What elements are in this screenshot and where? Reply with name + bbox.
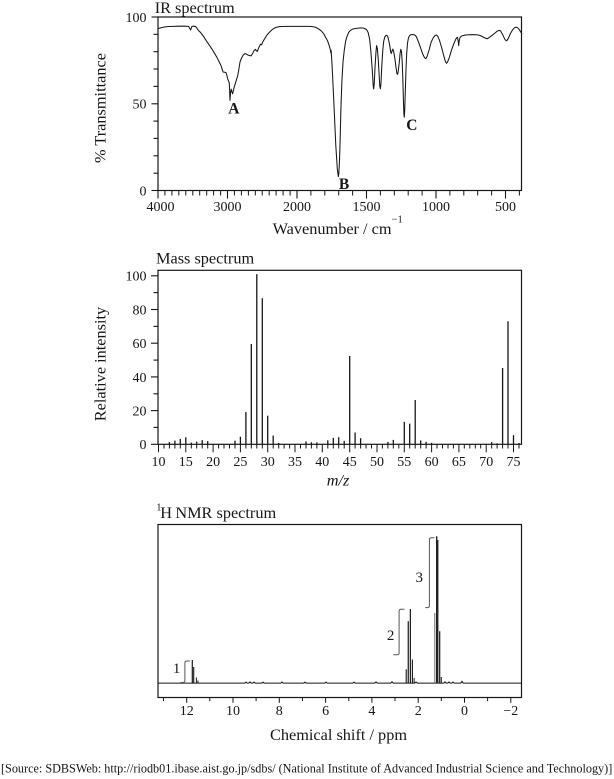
- svg-text:8: 8: [276, 704, 283, 719]
- svg-text:1: 1: [156, 503, 161, 514]
- svg-text:100: 100: [126, 11, 147, 26]
- svg-text:70: 70: [479, 455, 493, 470]
- svg-text:10: 10: [226, 704, 240, 719]
- svg-text:75: 75: [507, 455, 521, 470]
- svg-text:60: 60: [133, 337, 147, 352]
- svg-text:55: 55: [397, 455, 411, 470]
- svg-text:10: 10: [152, 455, 166, 470]
- svg-text:Relative intensity: Relative intensity: [90, 306, 109, 421]
- svg-text:12: 12: [180, 704, 194, 719]
- svg-text:50: 50: [133, 98, 147, 113]
- svg-text:4: 4: [368, 704, 375, 719]
- svg-text:C: C: [406, 117, 417, 134]
- svg-text:15: 15: [179, 455, 193, 470]
- svg-text:% Transmittance: % Transmittance: [90, 53, 109, 163]
- svg-text:4000: 4000: [147, 200, 175, 215]
- svg-text:−2: −2: [503, 704, 518, 719]
- svg-text:45: 45: [343, 455, 357, 470]
- svg-text:2000: 2000: [283, 200, 311, 215]
- svg-text:35: 35: [288, 455, 302, 470]
- svg-text:500: 500: [495, 200, 516, 215]
- svg-text:3000: 3000: [214, 200, 242, 215]
- svg-text:1: 1: [173, 661, 181, 677]
- svg-text:3: 3: [416, 570, 424, 586]
- svg-text:30: 30: [261, 455, 275, 470]
- svg-text:50: 50: [370, 455, 384, 470]
- svg-text:40: 40: [133, 371, 147, 386]
- svg-text:60: 60: [425, 455, 439, 470]
- svg-text:A: A: [228, 101, 240, 118]
- svg-text:65: 65: [452, 455, 466, 470]
- svg-text:25: 25: [233, 455, 247, 470]
- svg-text:100: 100: [126, 270, 147, 285]
- svg-text:20: 20: [133, 405, 147, 420]
- svg-text:B: B: [339, 176, 349, 193]
- svg-text:2: 2: [415, 704, 422, 719]
- svg-text:IR spectrum: IR spectrum: [155, 0, 235, 17]
- svg-text:6: 6: [322, 704, 329, 719]
- svg-text:2: 2: [387, 628, 395, 644]
- svg-text:Chemical shift / ppm: Chemical shift / ppm: [270, 725, 407, 744]
- svg-text:1500: 1500: [353, 200, 381, 215]
- svg-text:Wavenumber / cm−1: Wavenumber / cm−1: [273, 215, 403, 238]
- svg-text:H NMR spectrum: H NMR spectrum: [160, 503, 276, 522]
- svg-text:0: 0: [140, 184, 147, 199]
- svg-text:1000: 1000: [422, 200, 450, 215]
- svg-text:Mass spectrum: Mass spectrum: [156, 249, 254, 268]
- svg-text:0: 0: [140, 438, 147, 453]
- svg-text:0: 0: [461, 704, 468, 719]
- svg-text:[Source: SDBSWeb: http://riodb: [Source: SDBSWeb: http://riodb01.ibase.a…: [1, 762, 612, 776]
- svg-text:40: 40: [315, 455, 329, 470]
- svg-text:m/z: m/z: [327, 471, 350, 490]
- svg-text:80: 80: [133, 303, 147, 318]
- svg-text:20: 20: [206, 455, 220, 470]
